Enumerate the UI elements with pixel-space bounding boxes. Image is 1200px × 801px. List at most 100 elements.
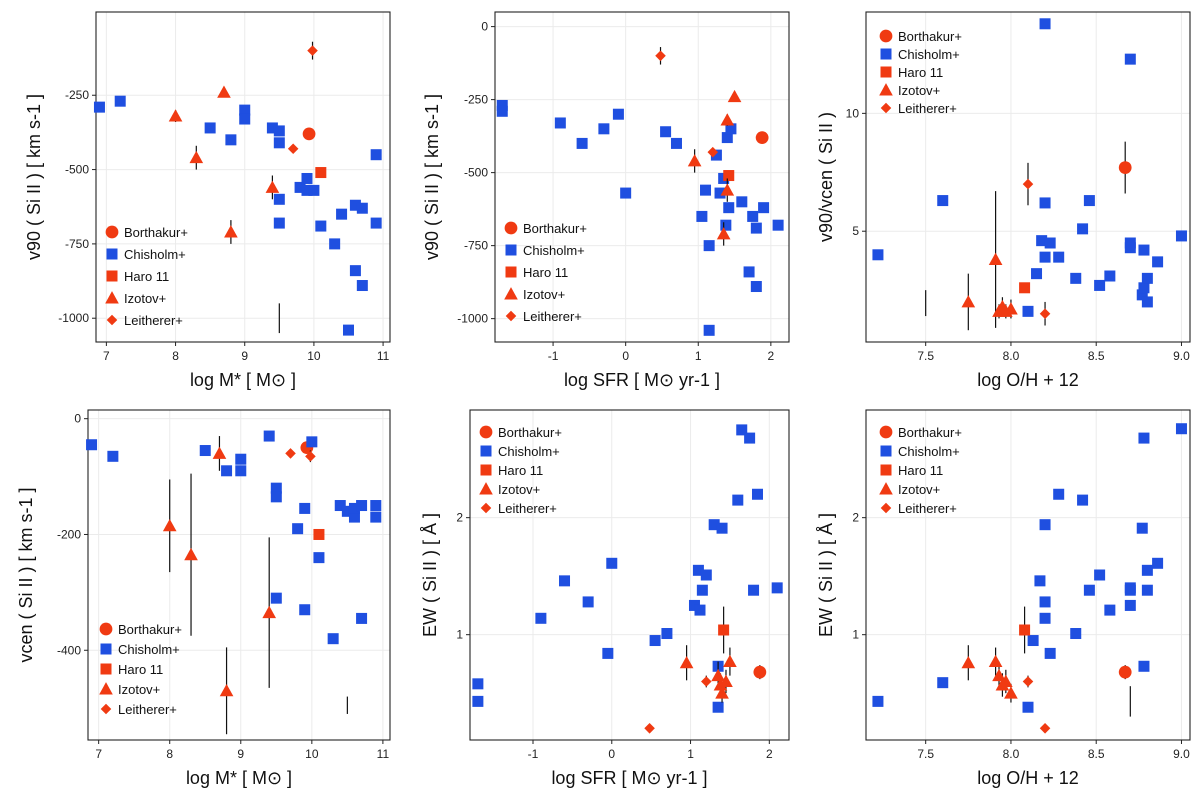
data-point [715, 686, 729, 699]
data-point [707, 146, 719, 158]
series-izotov- [687, 89, 742, 246]
series-haro-11 [1019, 606, 1031, 654]
data-point [1141, 272, 1153, 284]
legend-marker [480, 464, 492, 476]
data-point [992, 668, 1006, 682]
data-point [1039, 197, 1051, 209]
data-point [356, 612, 368, 624]
x-tick-label: 9 [241, 349, 248, 363]
data-point [287, 143, 299, 155]
data-point [703, 324, 715, 336]
data-point [273, 125, 285, 137]
legend-label: Chisholm+ [898, 47, 960, 62]
data-point [1039, 596, 1051, 608]
x-axis-label: log SFR [ M⊙ yr-1 ] [564, 370, 720, 390]
y-tick-label: -500 [65, 163, 89, 177]
data-point [356, 202, 368, 214]
plot-frame [494, 11, 790, 343]
data-point [1039, 251, 1051, 263]
data-point [107, 450, 119, 462]
data-point [184, 547, 198, 561]
series-leitherer- [287, 41, 318, 155]
legend-marker [879, 29, 893, 43]
legend-label: Borthakur+ [898, 425, 962, 440]
x-tick-label: 1 [695, 349, 702, 363]
data-point [302, 127, 316, 141]
data-point [1004, 686, 1018, 699]
data-point [1136, 289, 1148, 301]
data-point [661, 628, 673, 640]
data-point [1022, 178, 1034, 190]
data-point [472, 695, 484, 707]
data-point [937, 677, 949, 689]
data-point [1070, 272, 1082, 284]
data-point [720, 183, 735, 196]
data-point [1136, 522, 1148, 534]
data-point [336, 208, 348, 220]
data-point [694, 604, 706, 616]
legend-marker [880, 102, 892, 114]
y-tick-label: 1 [852, 628, 859, 642]
data-point [270, 491, 282, 503]
legend-label: Borthakur+ [523, 221, 587, 236]
legend-marker [100, 643, 112, 655]
series-izotov- [168, 85, 280, 244]
legend-marker [504, 221, 518, 235]
series-borthakur- [1118, 141, 1132, 194]
data-point [649, 635, 661, 647]
x-tick-label: 8.5 [1088, 747, 1105, 761]
data-point [270, 482, 282, 494]
data-point [265, 180, 280, 193]
legend-marker [879, 425, 893, 439]
data-point [716, 522, 728, 534]
data-point [235, 465, 247, 477]
y-tick-label: 1 [456, 628, 463, 642]
data-point [1022, 676, 1034, 687]
data-point [732, 494, 744, 506]
legend-label: Leitherer+ [118, 702, 177, 717]
legend-label: Izotov+ [124, 291, 166, 306]
plot-frame [87, 409, 391, 741]
plot-frame [865, 11, 1191, 343]
x-axis-label: log M* [ M⊙ ] [186, 768, 292, 788]
series-borthakur- [1118, 665, 1132, 680]
legend-label: Haro 11 [124, 269, 169, 284]
data-point [1077, 223, 1089, 235]
x-tick-label: 8.5 [1088, 349, 1105, 363]
data-point [370, 149, 382, 161]
data-point [212, 446, 227, 459]
legend-label: Borthakur+ [124, 225, 188, 240]
data-point [1124, 53, 1136, 65]
data-point [937, 195, 949, 207]
data-point [1094, 569, 1106, 581]
data-point [692, 564, 704, 576]
data-point [716, 227, 731, 240]
data-point [1070, 628, 1082, 640]
data-point [736, 196, 748, 208]
data-point [721, 132, 733, 144]
data-point [1138, 660, 1150, 672]
x-axis-label: log SFR [ M⊙ yr-1 ] [551, 768, 707, 788]
data-point [1039, 519, 1051, 531]
y-tick-label: 0 [481, 20, 488, 34]
x-tick-label: 11 [377, 349, 390, 363]
data-point [712, 701, 724, 713]
data-point [602, 647, 614, 659]
x-tick-label: 10 [305, 747, 319, 761]
x-tick-label: 0 [622, 349, 629, 363]
data-point [1039, 18, 1051, 30]
series-izotov- [961, 191, 1018, 331]
data-point [307, 45, 318, 56]
data-point [1175, 423, 1187, 435]
data-point [696, 210, 708, 222]
legend: Borthakur+ Chisholm+ Haro 11 Izotov+ Leither… [479, 425, 562, 516]
series-leitherer- [285, 448, 316, 463]
y-tick-label: 2 [852, 511, 859, 525]
legend-marker [105, 291, 119, 304]
legend-label: Haro 11 [898, 65, 943, 80]
data-point [299, 502, 311, 514]
legend-marker [880, 502, 892, 514]
data-point [696, 584, 708, 596]
y-axis-label: v90 ( Si II ) [ km s-1 ] [422, 94, 442, 260]
data-point [349, 265, 361, 277]
